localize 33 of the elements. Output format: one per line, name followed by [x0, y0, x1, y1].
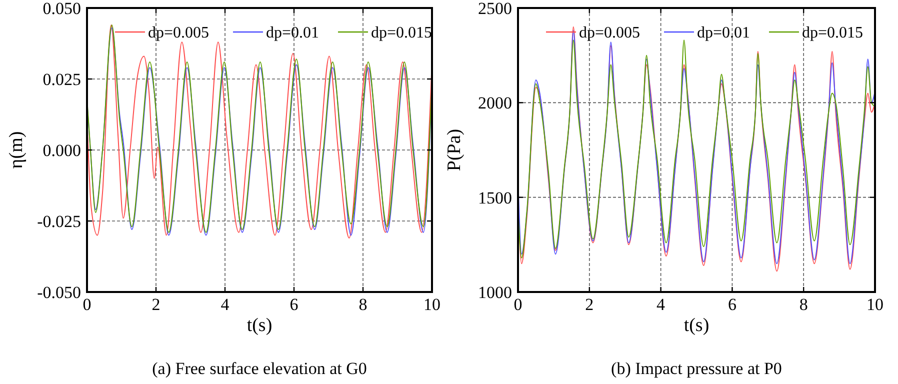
- x-tick-label: 8: [358, 295, 368, 314]
- legend-label: dp=0.005: [148, 24, 210, 42]
- y-tick-label: 2500: [478, 0, 512, 18]
- x-tick-label: 10: [866, 295, 884, 314]
- y-tick-label: 1500: [478, 188, 512, 208]
- x-tick-label: 2: [152, 295, 160, 314]
- legend-label: dp=0.005: [579, 24, 640, 42]
- text: (a) Free surface elevation at G0: [152, 359, 367, 378]
- x-tick-label: 10: [424, 295, 440, 314]
- legend-label: dp=0.015: [802, 24, 864, 42]
- x-tick-label: 6: [290, 295, 298, 314]
- x-tick-label: 6: [728, 295, 736, 314]
- x-tick-label: 0: [514, 295, 522, 314]
- x-tick-label: 2: [585, 295, 594, 314]
- text: (b) Impact pressure at P0: [611, 359, 782, 378]
- y-tick-label: -0.050: [37, 282, 81, 302]
- y-axis-title: P(Pa): [444, 128, 465, 172]
- y-tick-label: 1000: [478, 282, 512, 302]
- x-tick-label: 4: [220, 295, 230, 314]
- y-tick-label: 0.050: [42, 0, 81, 18]
- x-axis-title: t(s): [246, 315, 272, 336]
- y-tick-label: 2000: [478, 94, 512, 113]
- legend-label: dp=0.01: [697, 24, 750, 42]
- x-axis-title: t(s): [684, 315, 710, 336]
- legend-label: dp=0.015: [371, 24, 432, 42]
- legend-label: dp=0.01: [266, 24, 320, 42]
- x-tick-label: 8: [799, 295, 808, 314]
- x-tick-label: 4: [656, 295, 666, 314]
- y-tick-label: -0.025: [37, 212, 81, 231]
- y-tick-label: 0.025: [42, 70, 81, 89]
- y-axis-title: η(m): [6, 131, 27, 169]
- x-tick-label: 0: [82, 295, 92, 314]
- y-tick-label: 0.000: [42, 140, 81, 160]
